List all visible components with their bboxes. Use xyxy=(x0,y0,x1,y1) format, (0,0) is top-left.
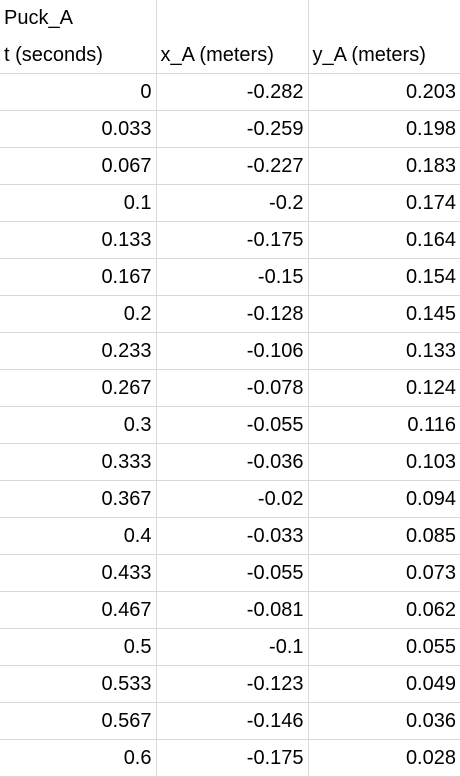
cell-y-position[interactable]: 0.124 xyxy=(308,369,460,407)
cell-y-position[interactable]: 0.103 xyxy=(308,443,460,481)
table-row: 0.4 -0.033 0.085 xyxy=(0,517,460,555)
cell-y-position[interactable]: 0.133 xyxy=(308,332,460,370)
cell-time[interactable]: 0.6 xyxy=(0,739,157,777)
cell-empty[interactable] xyxy=(156,0,309,37)
cell-time[interactable]: 0.033 xyxy=(0,110,157,148)
column-header-x[interactable]: x_A (meters) xyxy=(156,36,309,74)
cell-y-position[interactable]: 0.164 xyxy=(308,221,460,259)
table-row: 0.533 -0.123 0.049 xyxy=(0,665,460,703)
table-row: 0.233 -0.106 0.133 xyxy=(0,332,460,370)
cell-x-position[interactable]: -0.033 xyxy=(156,517,309,555)
table-row: 0.1 -0.2 0.174 xyxy=(0,184,460,222)
cell-time[interactable]: 0.1 xyxy=(0,184,157,222)
cell-x-position[interactable]: -0.175 xyxy=(156,739,309,777)
column-header-t[interactable]: t (seconds) xyxy=(0,36,157,74)
cell-x-position[interactable]: -0.123 xyxy=(156,665,309,703)
cell-x-position[interactable]: -0.259 xyxy=(156,110,309,148)
cell-x-position[interactable]: -0.055 xyxy=(156,406,309,444)
cell-x-position[interactable]: -0.2 xyxy=(156,184,309,222)
cell-time[interactable]: 0.167 xyxy=(0,258,157,296)
cell-y-position[interactable]: 0.154 xyxy=(308,258,460,296)
cell-y-position[interactable]: 0.036 xyxy=(308,702,460,740)
cell-x-position[interactable]: -0.146 xyxy=(156,702,309,740)
cell-time[interactable]: 0.567 xyxy=(0,702,157,740)
cell-time[interactable]: 0.433 xyxy=(0,554,157,592)
cell-time[interactable]: 0.3 xyxy=(0,406,157,444)
cell-y-position[interactable]: 0.049 xyxy=(308,665,460,703)
table-row: 0.333 -0.036 0.103 xyxy=(0,443,460,481)
cell-x-position[interactable]: -0.227 xyxy=(156,147,309,185)
header-row: t (seconds) x_A (meters) y_A (meters) xyxy=(0,36,460,74)
cell-x-position[interactable]: -0.106 xyxy=(156,332,309,370)
cell-x-position[interactable]: -0.081 xyxy=(156,591,309,629)
table-row: 0.167 -0.15 0.154 xyxy=(0,258,460,296)
cell-x-position[interactable]: -0.282 xyxy=(156,73,309,111)
cell-y-position[interactable]: 0.183 xyxy=(308,147,460,185)
cell-time[interactable]: 0.533 xyxy=(0,665,157,703)
cell-y-position[interactable]: 0.073 xyxy=(308,554,460,592)
cell-time[interactable]: 0 xyxy=(0,73,157,111)
cell-time[interactable]: 0.2 xyxy=(0,295,157,333)
cell-y-position[interactable]: 0.062 xyxy=(308,591,460,629)
title-row: Puck_A xyxy=(0,0,460,37)
column-header-y[interactable]: y_A (meters) xyxy=(308,36,460,74)
table-row: 0.5 -0.1 0.055 xyxy=(0,628,460,666)
cell-y-position[interactable]: 0.203 xyxy=(308,73,460,111)
table-row: 0 -0.282 0.203 xyxy=(0,73,460,111)
cell-empty[interactable] xyxy=(308,0,460,37)
cell-y-position[interactable]: 0.085 xyxy=(308,517,460,555)
table-row: 0.2 -0.128 0.145 xyxy=(0,295,460,333)
cell-time[interactable]: 0.333 xyxy=(0,443,157,481)
cell-x-position[interactable]: -0.02 xyxy=(156,480,309,518)
cell-x-position[interactable]: -0.15 xyxy=(156,258,309,296)
cell-time[interactable]: 0.4 xyxy=(0,517,157,555)
cell-x-position[interactable]: -0.036 xyxy=(156,443,309,481)
cell-y-position[interactable]: 0.028 xyxy=(308,739,460,777)
table-row: 0.267 -0.078 0.124 xyxy=(0,369,460,407)
cell-time[interactable]: 0.067 xyxy=(0,147,157,185)
cell-y-position[interactable]: 0.145 xyxy=(308,295,460,333)
cell-time[interactable]: 0.233 xyxy=(0,332,157,370)
cell-time[interactable]: 0.367 xyxy=(0,480,157,518)
cell-x-position[interactable]: -0.078 xyxy=(156,369,309,407)
table-row: 0.433 -0.055 0.073 xyxy=(0,554,460,592)
table-row: 0.067 -0.227 0.183 xyxy=(0,147,460,185)
cell-y-position[interactable]: 0.094 xyxy=(308,480,460,518)
table-row: 0.567 -0.146 0.036 xyxy=(0,702,460,740)
cell-x-position[interactable]: -0.1 xyxy=(156,628,309,666)
cell-time[interactable]: 0.467 xyxy=(0,591,157,629)
cell-x-position[interactable]: -0.175 xyxy=(156,221,309,259)
cell-y-position[interactable]: 0.198 xyxy=(308,110,460,148)
table-row: 0.367 -0.02 0.094 xyxy=(0,480,460,518)
table-row: 0.3 -0.055 0.116 xyxy=(0,406,460,444)
table-row: 0.133 -0.175 0.164 xyxy=(0,221,460,259)
cell-time[interactable]: 0.267 xyxy=(0,369,157,407)
cell-y-position[interactable]: 0.174 xyxy=(308,184,460,222)
cell-y-position[interactable]: 0.116 xyxy=(308,406,460,444)
cell-y-position[interactable]: 0.055 xyxy=(308,628,460,666)
cell-x-position[interactable]: -0.055 xyxy=(156,554,309,592)
cell-x-position[interactable]: -0.128 xyxy=(156,295,309,333)
table-row: 0.6 -0.175 0.028 xyxy=(0,739,460,777)
cell-time[interactable]: 0.5 xyxy=(0,628,157,666)
cell-title[interactable]: Puck_A xyxy=(0,0,157,37)
table-row: 0.467 -0.081 0.062 xyxy=(0,591,460,629)
cell-time[interactable]: 0.133 xyxy=(0,221,157,259)
table-row: 0.033 -0.259 0.198 xyxy=(0,110,460,148)
